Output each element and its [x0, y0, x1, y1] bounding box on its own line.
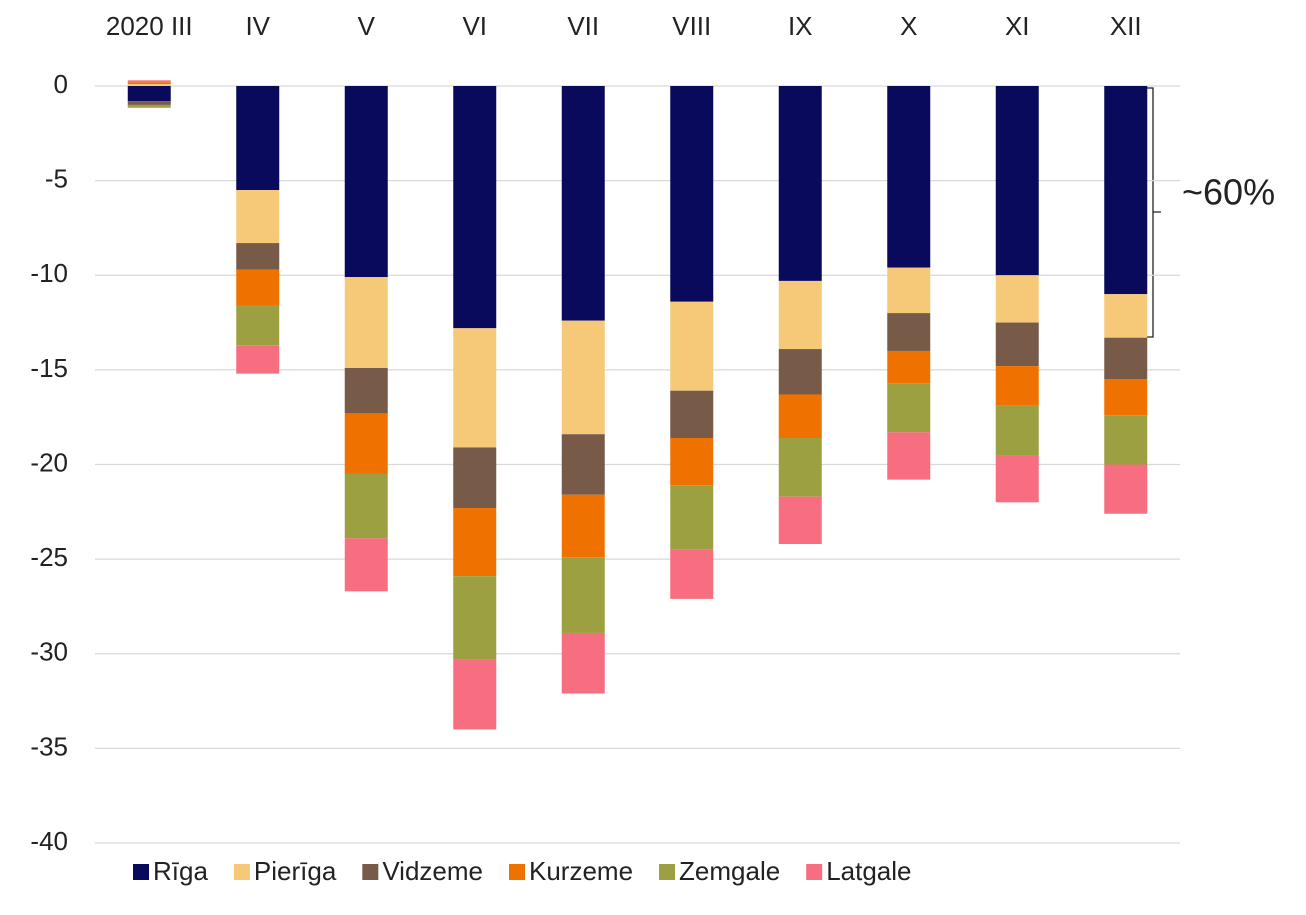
- x-tick-label: 2020 III: [106, 11, 193, 41]
- bar-segment: [453, 659, 497, 730]
- annotation: ~60%: [1182, 172, 1275, 213]
- x-tick-label: VIII: [672, 11, 711, 41]
- bar-segment: [670, 86, 714, 302]
- bar-segment: [670, 485, 714, 550]
- bar-segment: [995, 275, 1039, 323]
- bar-segment: [344, 538, 388, 592]
- bar-segment: [127, 104, 171, 108]
- y-tick-label: -5: [45, 164, 68, 194]
- x-tick-label: X: [900, 11, 917, 41]
- bar-segment: [453, 576, 497, 660]
- bar-segment: [561, 557, 605, 633]
- bar-segment: [561, 632, 605, 694]
- legend-swatch: [233, 864, 250, 880]
- legend-label: Kurzeme: [529, 856, 633, 886]
- x-tick-label: XI: [1005, 11, 1030, 41]
- bar-segment: [887, 313, 931, 351]
- x-tick-label: IV: [245, 11, 270, 41]
- y-tick-label: -10: [30, 258, 68, 288]
- bar-segment: [453, 508, 497, 577]
- bar-segment: [453, 86, 497, 329]
- bar-segment: [127, 101, 171, 105]
- bar-segment: [778, 438, 822, 497]
- bar-segment: [1104, 379, 1148, 416]
- bar-segment: [127, 84, 171, 86]
- legend-swatch: [659, 864, 676, 880]
- bar-segment: [561, 434, 605, 495]
- bar-segment: [236, 190, 280, 244]
- bar-segment: [236, 243, 280, 270]
- bar-segment: [453, 447, 497, 509]
- bar-segment: [236, 345, 280, 374]
- bar-segment: [344, 277, 388, 368]
- bar-segment: [1104, 86, 1148, 295]
- bar-segment: [670, 390, 714, 439]
- legend-label: Vidzeme: [382, 856, 483, 886]
- y-tick-label: 0: [54, 69, 68, 99]
- bar-segment: [561, 320, 605, 435]
- bar-segment: [344, 86, 388, 278]
- bar-segment: [778, 86, 822, 281]
- legend-swatch: [509, 864, 525, 880]
- x-tick-label: VII: [567, 11, 599, 41]
- bar-segment: [1104, 464, 1148, 514]
- x-tick-label: V: [358, 11, 376, 41]
- bar-segment: [127, 80, 171, 83]
- bar-segment: [995, 455, 1039, 503]
- bracket: [1146, 87, 1161, 338]
- y-tick-label: -30: [30, 637, 68, 667]
- bar-segment: [1104, 415, 1148, 465]
- y-tick-label: -40: [30, 826, 68, 856]
- bar-segment: [995, 86, 1039, 276]
- bracket-line: [1146, 87, 1161, 338]
- x-tick-label: XII: [1110, 11, 1142, 41]
- bar-segment: [887, 432, 931, 480]
- bar-segment: [778, 349, 822, 395]
- bar-segment: [236, 269, 280, 306]
- legend-label: Rīga: [153, 856, 208, 886]
- bar-segment: [127, 82, 171, 85]
- legend-label: Pierīga: [254, 856, 337, 886]
- bar-segment: [778, 496, 822, 544]
- x-tick-label: VI: [462, 11, 487, 41]
- bar-segment: [1104, 294, 1148, 338]
- bar-segment: [670, 549, 714, 599]
- bar-segment: [127, 86, 171, 102]
- bar-segment: [453, 328, 497, 448]
- bar-segment: [236, 305, 280, 346]
- legend-swatch: [806, 864, 823, 880]
- y-tick-label: -35: [30, 731, 68, 761]
- bar-segment: [995, 322, 1039, 367]
- bar-segment: [887, 86, 931, 268]
- bar-segment: [995, 366, 1039, 406]
- bar-segment: [670, 301, 714, 391]
- bar-segment: [344, 473, 388, 539]
- legend-swatch: [133, 864, 149, 880]
- bar-segment: [561, 494, 605, 558]
- legend-swatch: [362, 864, 379, 880]
- bar-segment: [561, 86, 605, 321]
- bar-segment: [778, 394, 822, 439]
- bar-segment: [670, 438, 714, 486]
- y-tick-label: -25: [30, 542, 68, 572]
- bar-segment: [887, 350, 931, 384]
- bar-segment: [344, 367, 388, 414]
- bar-segment: [778, 280, 822, 350]
- legend-label: Latgale: [826, 856, 911, 886]
- legend-label: Zemgale: [679, 856, 780, 886]
- y-tick-label: -15: [30, 353, 68, 383]
- bar-segment: [1104, 337, 1148, 380]
- y-tick-label: -20: [30, 447, 68, 477]
- bar-segment: [995, 405, 1039, 456]
- bar-segment: [887, 267, 931, 314]
- x-tick-label: IX: [788, 11, 813, 41]
- bar-segment: [236, 86, 280, 191]
- bar-segment: [887, 383, 931, 433]
- bar-segment: [344, 413, 388, 474]
